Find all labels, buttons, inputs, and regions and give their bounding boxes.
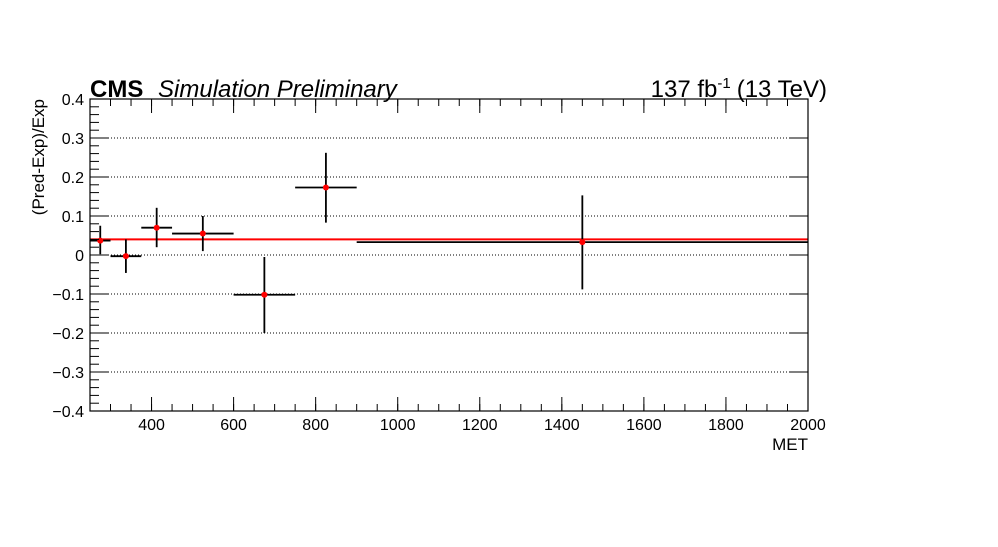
header-right: 137 fb-1 (13 TeV) [651,75,827,103]
x-tick-label: 1200 [462,417,498,434]
y-tick-label: 0.4 [62,92,84,109]
x-axis-title: MET [772,435,808,454]
x-tick-label: 800 [302,417,329,434]
point-marker [97,237,104,244]
y-tick-label: −0.1 [52,287,84,304]
x-tick-label: 400 [138,417,165,434]
x-axis: 400 600 800 1000 1200 1400 1600 1800 2000 [110,99,826,434]
y-tick-label: 0 [75,248,84,265]
y-tick-label: −0.3 [52,365,84,382]
x-tick-label: 1400 [544,417,580,434]
y-tick-label: 0.2 [62,170,84,187]
point-marker [322,184,329,191]
status-label: Simulation Preliminary [158,76,399,103]
y-axis-title: (Pred-Exp)/Exp [29,99,48,215]
lumi-exponent: -1 [717,75,730,92]
data-point [90,225,111,255]
y-axis: −0.4 −0.3 −0.2 −0.1 0 0.1 0.2 0.3 0.4 [52,92,808,421]
plot-frame [89,98,809,412]
point-marker [153,224,160,231]
header-left: CMS Simulation Preliminary [90,76,399,103]
experiment-label: CMS [90,76,143,103]
data-points [90,152,808,333]
point-marker [122,253,129,260]
lumi-value: 137 fb [651,76,718,103]
y-tick-label: −0.4 [52,404,84,421]
data-point [233,256,296,333]
y-tick-label: 0.1 [62,209,84,226]
y-tick-label: −0.2 [52,326,84,343]
x-tick-label: 1000 [380,417,416,434]
grid-lines [90,137,808,373]
data-point [110,239,142,273]
x-tick-label: 1600 [626,417,662,434]
energy-label: (13 TeV) [737,76,827,103]
y-tick-label: 0.3 [62,131,84,148]
data-point [356,195,808,290]
point-marker [199,230,206,237]
point-marker [261,291,268,298]
x-tick-label: 600 [220,417,247,434]
data-point [141,207,173,248]
x-tick-label: 2000 [790,417,826,434]
point-marker [579,239,586,246]
data-point [295,152,357,223]
x-tick-label: 1800 [708,417,744,434]
data-point [172,216,234,252]
